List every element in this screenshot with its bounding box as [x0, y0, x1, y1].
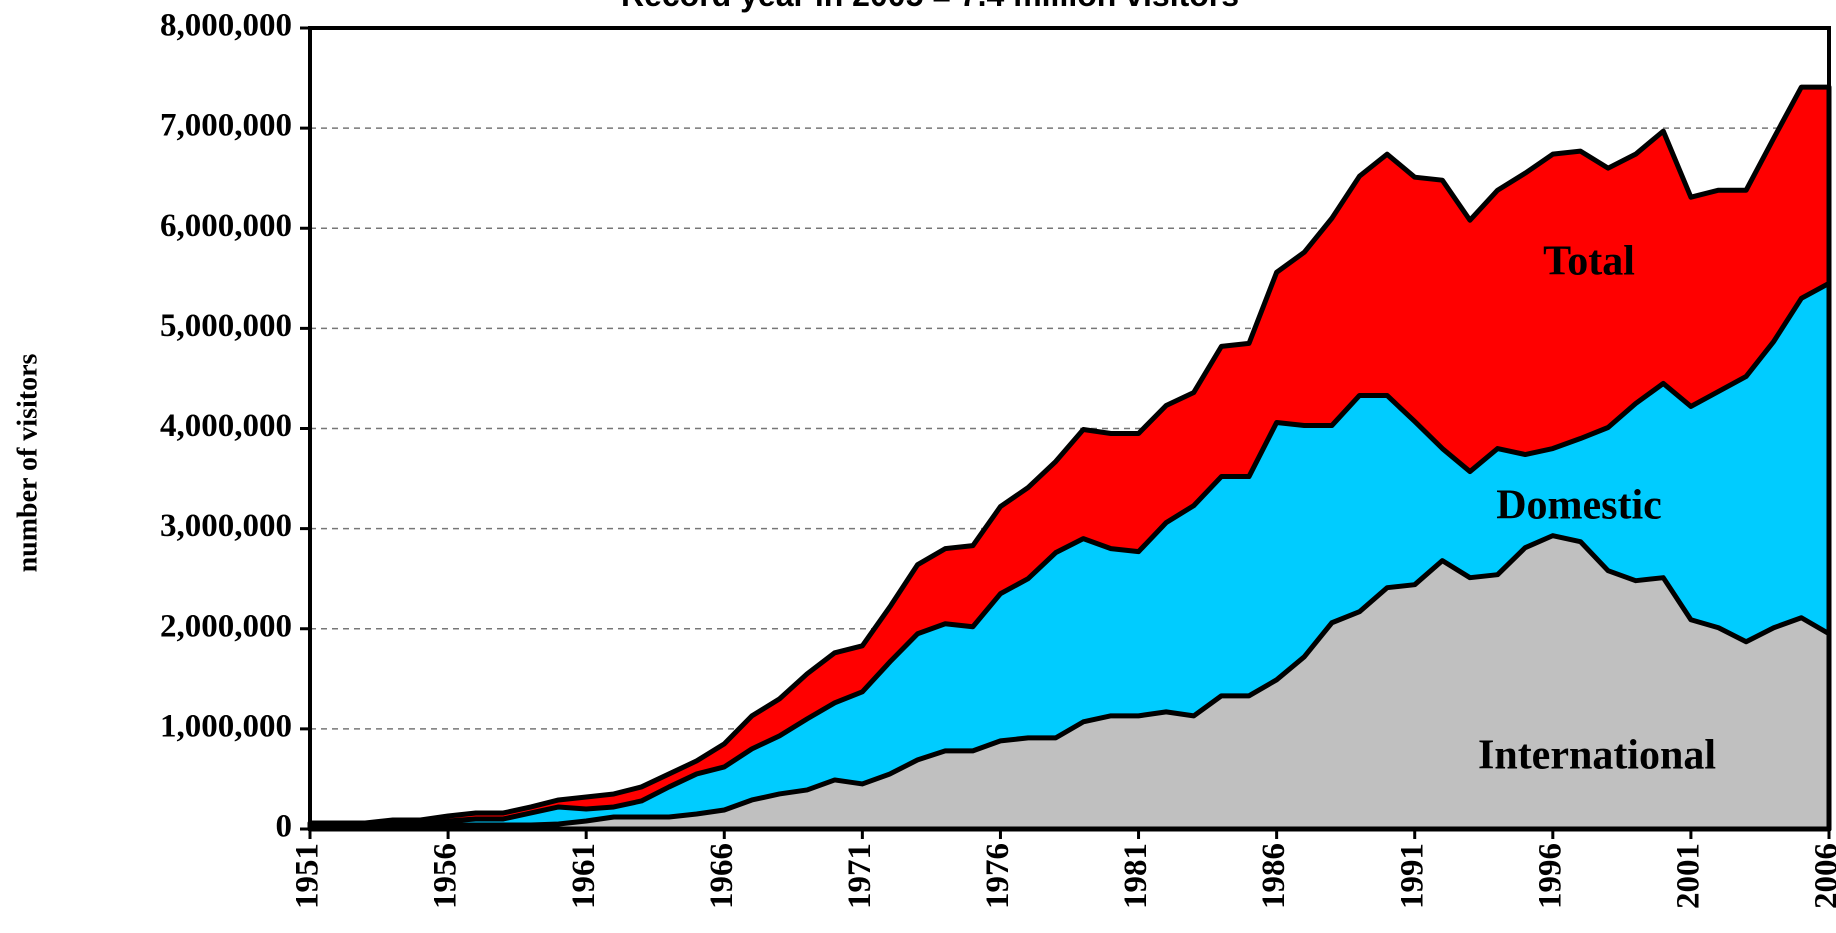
y-tick-label: 2,000,000: [160, 608, 292, 644]
chart-title: Record year in 2005 = 7.4 million visito…: [621, 0, 1239, 13]
y-tick-label: 4,000,000: [160, 408, 292, 444]
x-tick-label: 1961: [566, 843, 602, 909]
x-tick-label: 1986: [1256, 843, 1292, 909]
x-tick-label: 1991: [1394, 843, 1430, 909]
y-tick-label: 3,000,000: [160, 508, 292, 544]
x-tick-label: 1966: [704, 843, 740, 909]
y-tick-label: 8,000,000: [160, 8, 292, 44]
x-tick-label: 1981: [1118, 843, 1154, 909]
x-tick-label: 1951: [290, 843, 326, 909]
y-axis-label: number of visitors: [12, 353, 43, 572]
y-tick-label: 6,000,000: [160, 208, 292, 244]
series-label: Total: [1543, 239, 1635, 285]
x-tick-label: 1976: [980, 843, 1016, 909]
area: [307, 533, 1832, 832]
y-tick-label: 0: [276, 809, 293, 845]
x-tick-label: 1956: [428, 843, 464, 909]
x-tick-label: 2006: [1809, 843, 1836, 909]
y-tick-label: 5,000,000: [160, 308, 292, 344]
x-tick-label: 2001: [1670, 843, 1706, 909]
series-label: Domestic: [1496, 483, 1662, 529]
y-tick-label: 7,000,000: [160, 108, 292, 144]
x-tick-label: 1996: [1532, 843, 1568, 909]
x-tick-label: 1971: [842, 843, 878, 909]
series-label: International: [1478, 733, 1716, 779]
y-tick-label: 1,000,000: [160, 708, 292, 744]
